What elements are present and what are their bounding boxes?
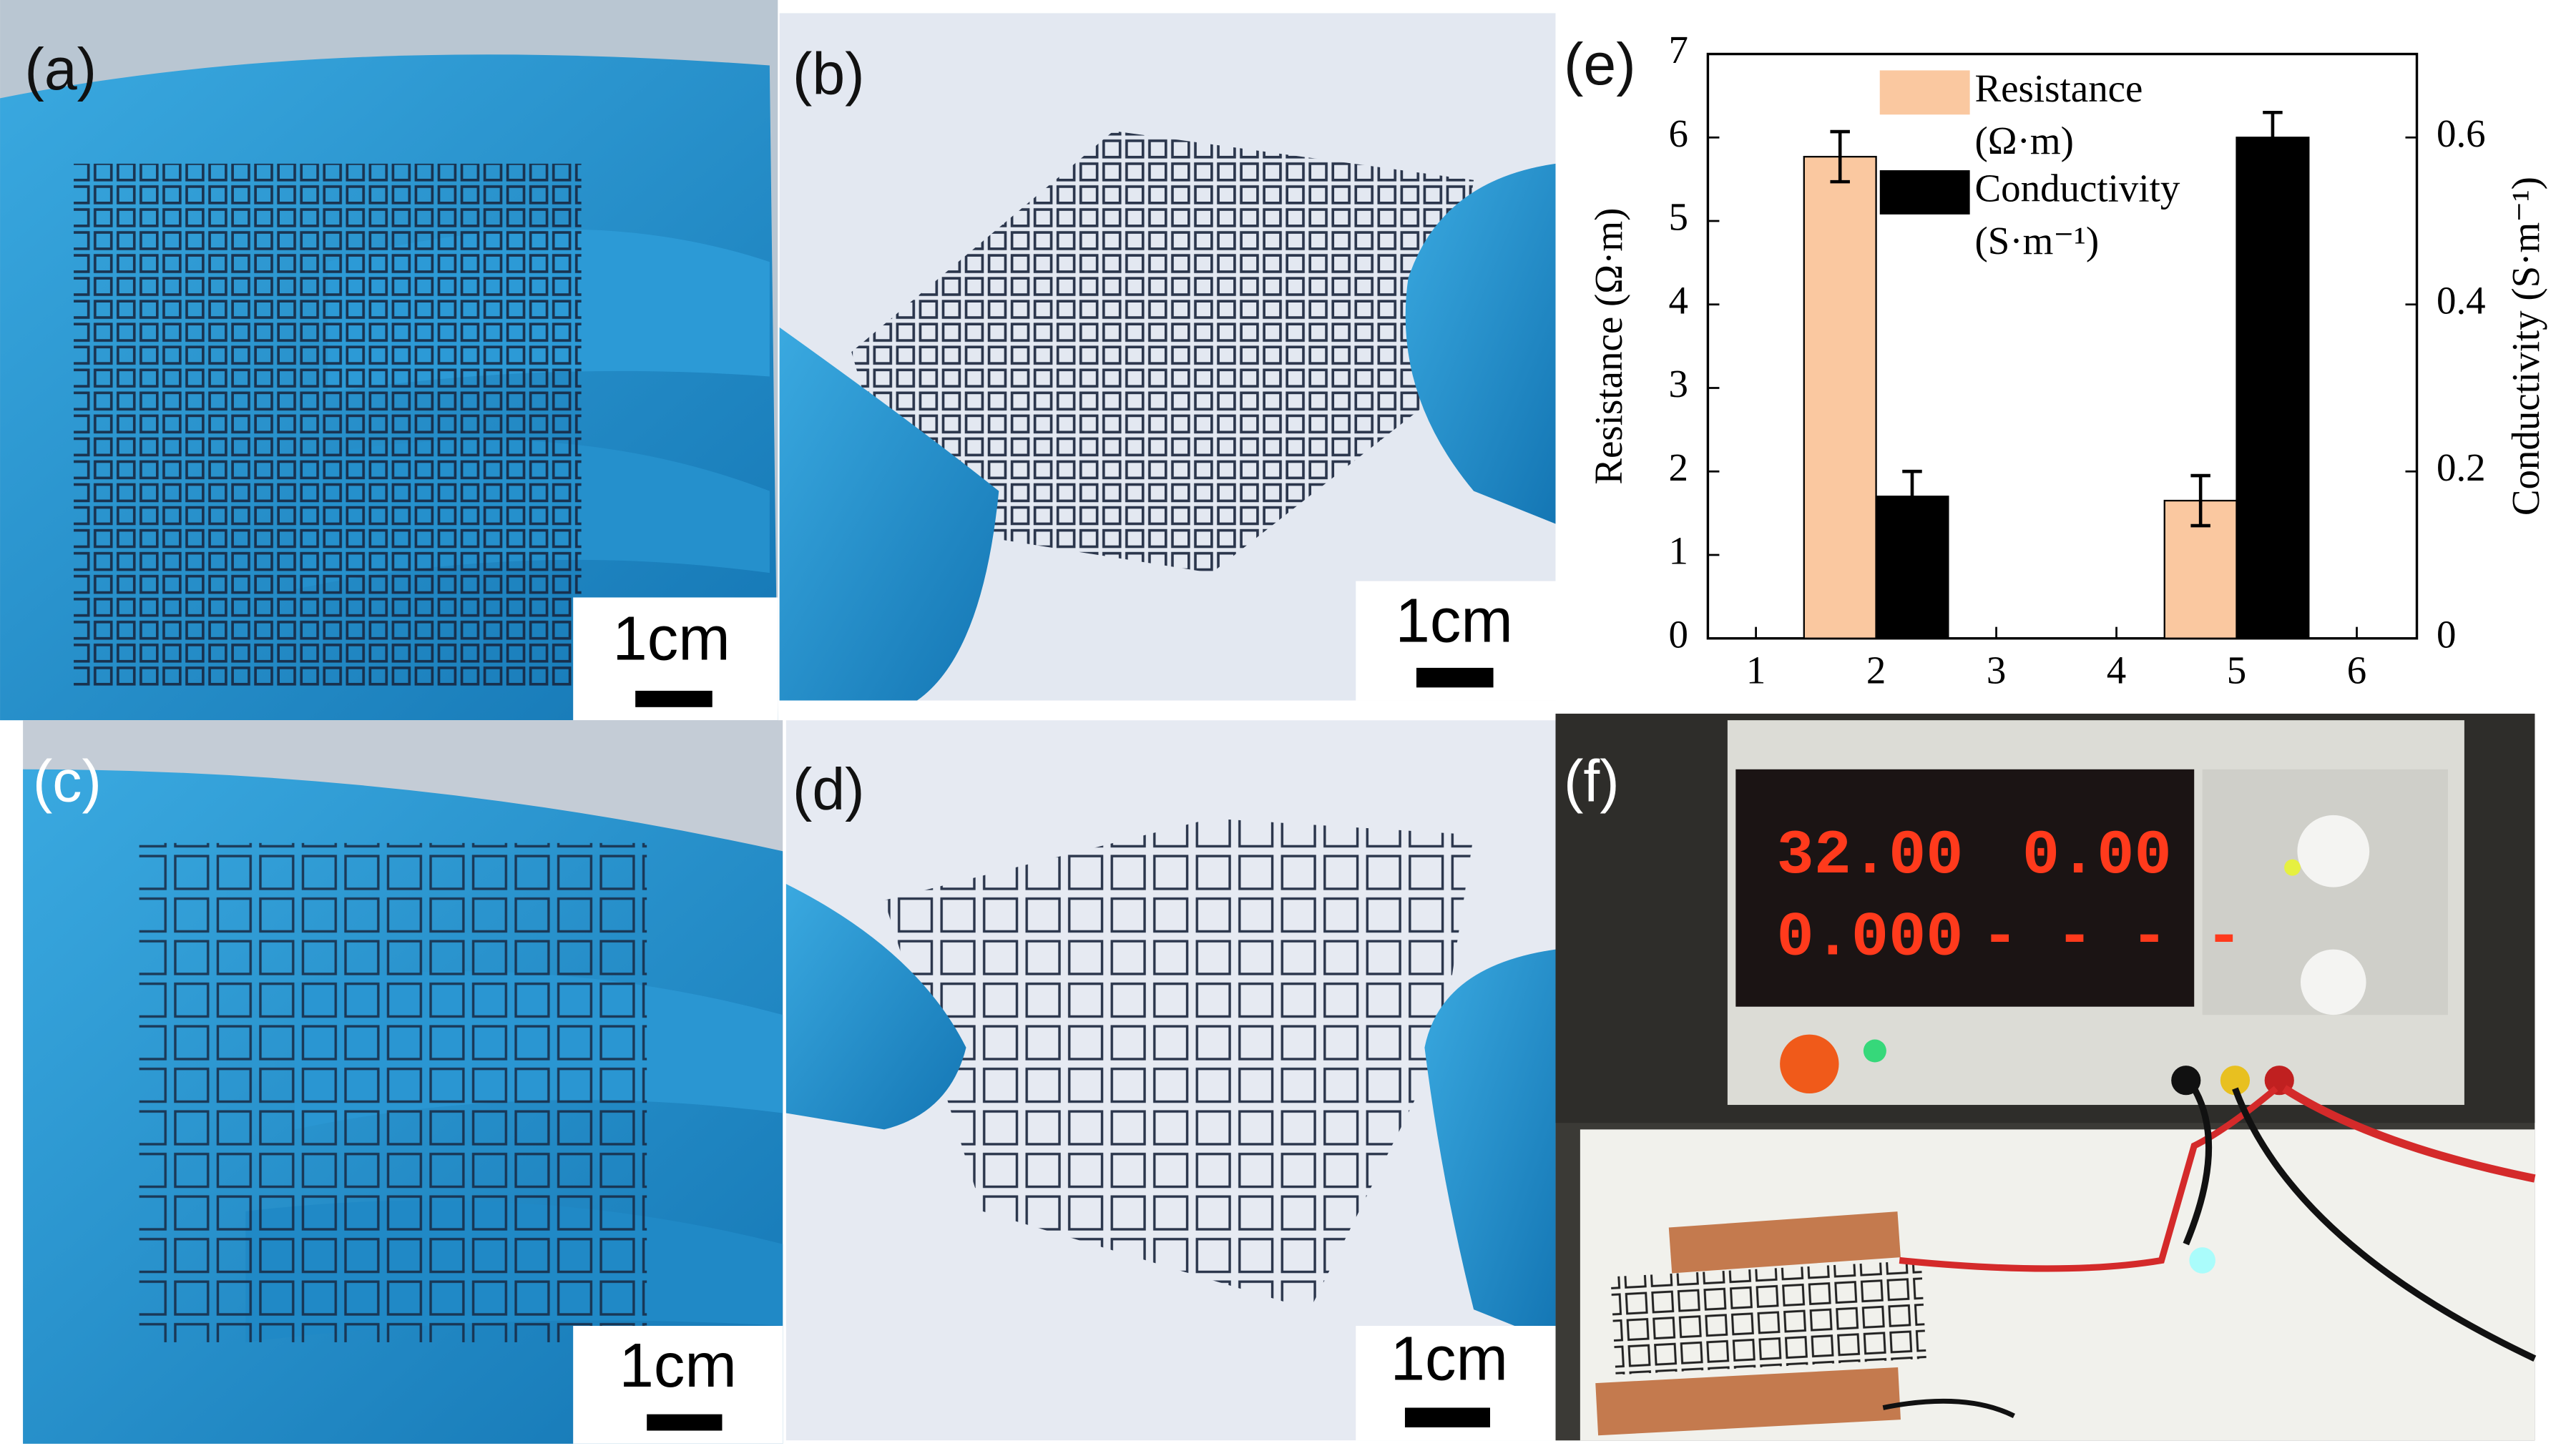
y2-tick-label: 0.2 (2437, 446, 2486, 489)
scale-bar-label: 1cm (620, 1331, 737, 1400)
y2-tick-label: 0.4 (2437, 278, 2486, 322)
chart: 0 1 2 3 4 5 6 7 0 0.2 0.4 0.6 1 2 3 4 5 6 Resistance (Ω·m)… (1587, 28, 2547, 692)
photo-shape (1882, 1398, 2015, 1418)
photo-shape (1668, 1211, 1901, 1274)
x-tick-label: 5 (2227, 649, 2246, 692)
photo-shape (635, 690, 713, 707)
photo-shape (1424, 949, 1556, 1342)
panel-label: (e) (1564, 31, 1636, 97)
legend-swatch (1879, 70, 1970, 115)
y-tick-label: 6 (1668, 112, 1688, 155)
error-bar (2263, 110, 2283, 164)
photo-shape (647, 1414, 723, 1431)
error-bar (1830, 129, 1850, 184)
y-tick-label: 3 (1668, 362, 1688, 405)
y-tick-label: 7 (1668, 28, 1688, 72)
photo-shape (1899, 1086, 2278, 1272)
legend-entry: Conductivity (S·m⁻¹) (1974, 168, 2180, 264)
panel-label: (d) (793, 757, 865, 822)
y-tick-label: 5 (1668, 195, 1688, 239)
photo-shape (2220, 1066, 2251, 1096)
y2-axis-label: Conductivity (S·m⁻¹) (2504, 177, 2547, 516)
photo-shape (1735, 769, 2195, 1007)
photo-a (0, 0, 778, 721)
panel-label: (f) (1564, 748, 1620, 814)
y2-tick-label: 0 (2437, 612, 2456, 656)
legend-swatch (1879, 170, 1970, 215)
photo-shape (1404, 1407, 1490, 1427)
display-reading: - - - - (1982, 904, 2243, 974)
photo-shape (74, 163, 582, 688)
photo-shape (785, 884, 966, 1130)
photo-shape (2189, 1247, 2215, 1274)
x-tick-label: 6 (2347, 649, 2366, 692)
photo-shape (2232, 1087, 2537, 1362)
photo-shape (2301, 949, 2366, 1015)
photo-shape (1610, 1260, 1926, 1375)
scale-bar-label: 1cm (1391, 1324, 1508, 1394)
x-tick-label: 2 (1866, 649, 1886, 692)
display-reading: 0.00 (2022, 822, 2172, 892)
photo-shape (139, 842, 647, 1342)
panel-label: (b) (793, 41, 865, 107)
photo-shape (1416, 667, 1494, 688)
photo-shape (1405, 163, 1556, 524)
photo-shape (2171, 1066, 2201, 1096)
y-tick-label: 0 (1668, 612, 1688, 656)
y-tick-label: 2 (1668, 446, 1688, 489)
display-reading: 0.000 (1777, 904, 1964, 974)
photo-shape (2282, 1085, 2536, 1183)
photo-shape (851, 131, 1474, 574)
photo-shape (884, 818, 1474, 1310)
photo-shape (1863, 1039, 1886, 1063)
x-tick-label: 4 (2107, 649, 2126, 692)
photo-shape (1780, 1034, 1839, 1094)
photo-shape (2284, 859, 2301, 876)
display-reading: 32.00 (1777, 822, 1964, 892)
legend-entry: Resistance (Ω·m) (1974, 69, 2143, 164)
y-axis-label: Resistance (Ω·m) (1587, 208, 1630, 485)
photo-shape (779, 327, 999, 701)
y-tick-label: 1 (1668, 529, 1688, 573)
scale-bar-label: 1cm (1395, 586, 1512, 655)
y2-tick-label: 0.6 (2437, 112, 2486, 155)
x-tick-label: 1 (1746, 649, 1766, 692)
photo-shape (2297, 815, 2370, 887)
legend-label: Conductivity (S·m⁻¹) (1974, 168, 2180, 264)
error-bar (1902, 469, 1922, 523)
scale-bar-label: 1cm (612, 604, 730, 674)
photo-f (1555, 713, 2537, 1441)
photo-c (23, 720, 783, 1444)
bar (2236, 137, 2310, 639)
photo-shape (1595, 1367, 1901, 1436)
panel-label: (a) (24, 36, 97, 102)
x-tick-label: 3 (1987, 649, 2006, 692)
photo-b (779, 13, 1556, 701)
y-tick-label: 4 (1668, 278, 1688, 322)
panel-label: (c) (33, 748, 102, 814)
photo-d (785, 720, 1556, 1441)
photo-shape (2183, 1086, 2213, 1246)
bar (1803, 155, 1877, 639)
error-bar (2190, 473, 2210, 528)
legend-label: Resistance (Ω·m) (1974, 69, 2143, 164)
